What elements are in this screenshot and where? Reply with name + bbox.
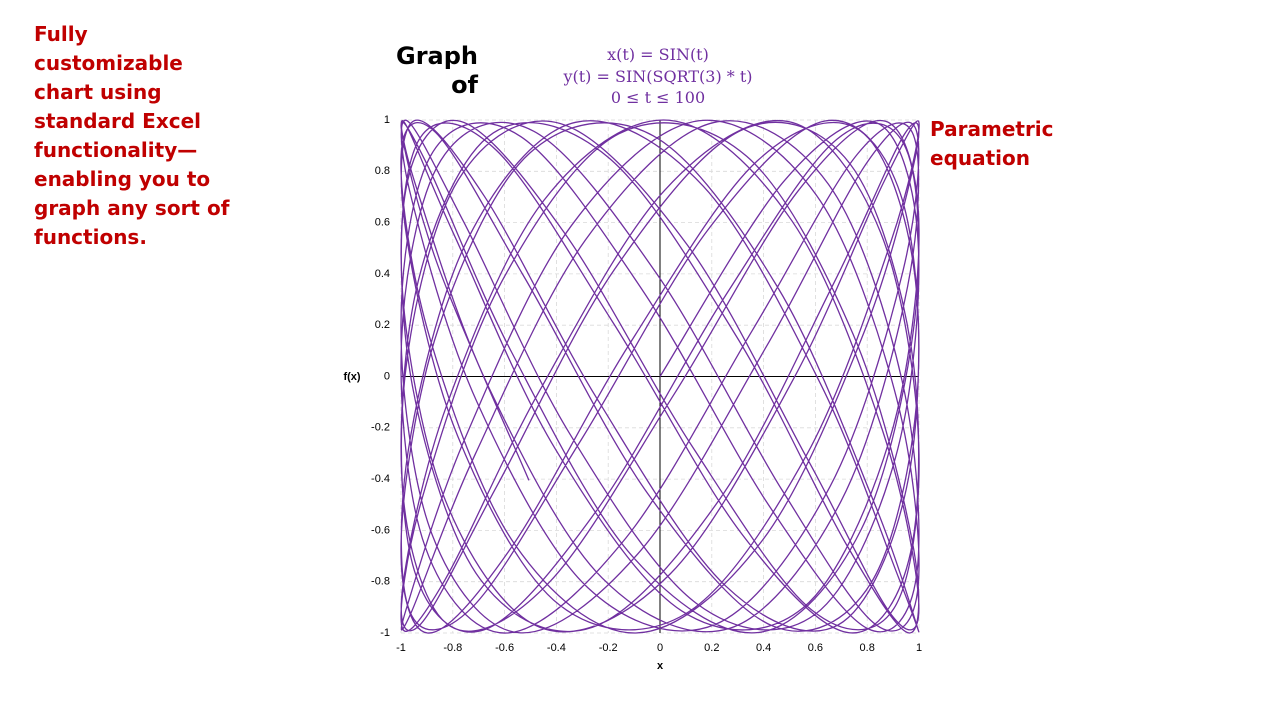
x-tick-label: -0.8 bbox=[443, 642, 462, 654]
x-tick-label: 0 bbox=[657, 642, 663, 654]
x-tick-label: 0.2 bbox=[704, 642, 719, 654]
y-tick-label: 0.8 bbox=[375, 165, 390, 177]
y-tick-label: -0.2 bbox=[371, 422, 390, 434]
y-tick-label: 0.4 bbox=[375, 268, 390, 280]
x-tick-label: 1 bbox=[916, 642, 922, 654]
x-tick-label: 0.4 bbox=[756, 642, 771, 654]
y-tick-label: -0.6 bbox=[371, 524, 390, 536]
annotation: Parametric equation bbox=[930, 117, 1054, 170]
y-tick-label: 1 bbox=[384, 114, 390, 126]
y-tick-label: 0.6 bbox=[375, 217, 390, 229]
subtitle-line: x(t) = SIN(t) bbox=[607, 45, 709, 64]
x-tick-label: -1 bbox=[396, 642, 406, 654]
x-tick-label: -0.6 bbox=[495, 642, 514, 654]
x-tick-label: 0.8 bbox=[860, 642, 875, 654]
y-axis-label: f(x) bbox=[343, 371, 360, 383]
x-tick-label: -0.4 bbox=[547, 642, 566, 654]
chart-subtitle: x(t) = SIN(t) y(t) = SIN(SQRT(3) * t) 0 ≤ … bbox=[508, 44, 808, 109]
y-tick-label: -0.8 bbox=[371, 576, 390, 588]
x-tick-label: 0.6 bbox=[808, 642, 823, 654]
curve bbox=[400, 119, 920, 634]
chart-title: Graph of bbox=[396, 42, 478, 99]
x-axis-label: x bbox=[657, 660, 664, 672]
subtitle-line: 0 ≤ t ≤ 100 bbox=[610, 88, 706, 107]
y-tick-label: -1 bbox=[380, 627, 390, 639]
y-tick-label: 0.2 bbox=[375, 319, 390, 331]
y-tick-label: -0.4 bbox=[371, 473, 390, 485]
annotation: Fully customizable chart using standard … bbox=[34, 22, 230, 249]
subtitle-line: y(t) = SIN(SQRT(3) * t) bbox=[563, 66, 753, 86]
x-tick-label: -0.2 bbox=[599, 642, 618, 654]
y-tick-label: 0 bbox=[384, 370, 390, 382]
